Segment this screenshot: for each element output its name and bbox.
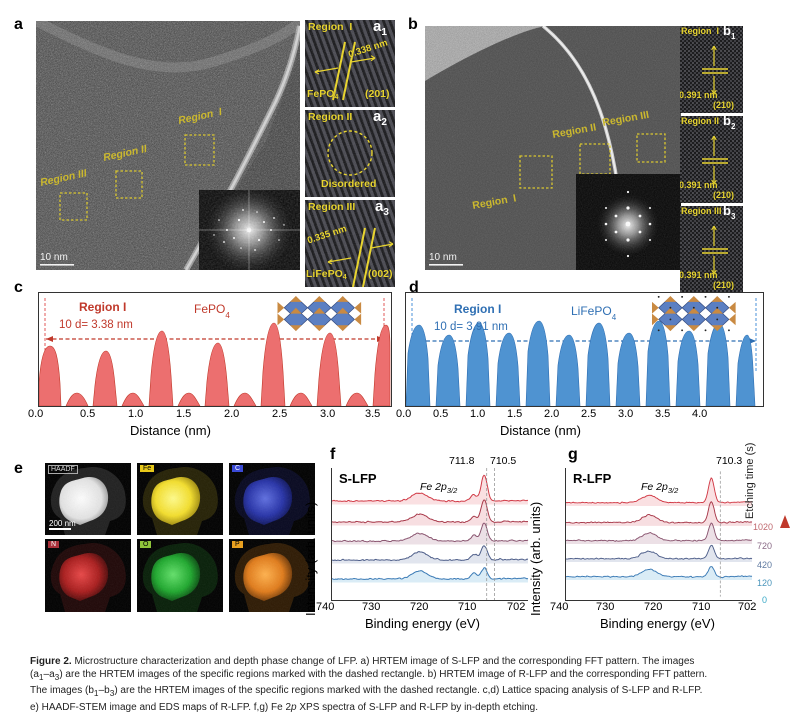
svg-text:10 d= 3.91 nm: 10 d= 3.91 nm: [434, 321, 508, 333]
svg-text:FePO4: FePO4: [194, 302, 230, 320]
svg-text:10 nm: 10 nm: [40, 252, 68, 263]
svg-text:10 nm: 10 nm: [429, 252, 457, 263]
svg-text:LiFePO4: LiFePO4: [571, 304, 617, 322]
svg-text:Region I: Region I: [79, 300, 126, 314]
svg-text:10 d= 3.38 nm: 10 d= 3.38 nm: [59, 319, 133, 331]
svg-text:Region I: Region I: [454, 302, 501, 316]
